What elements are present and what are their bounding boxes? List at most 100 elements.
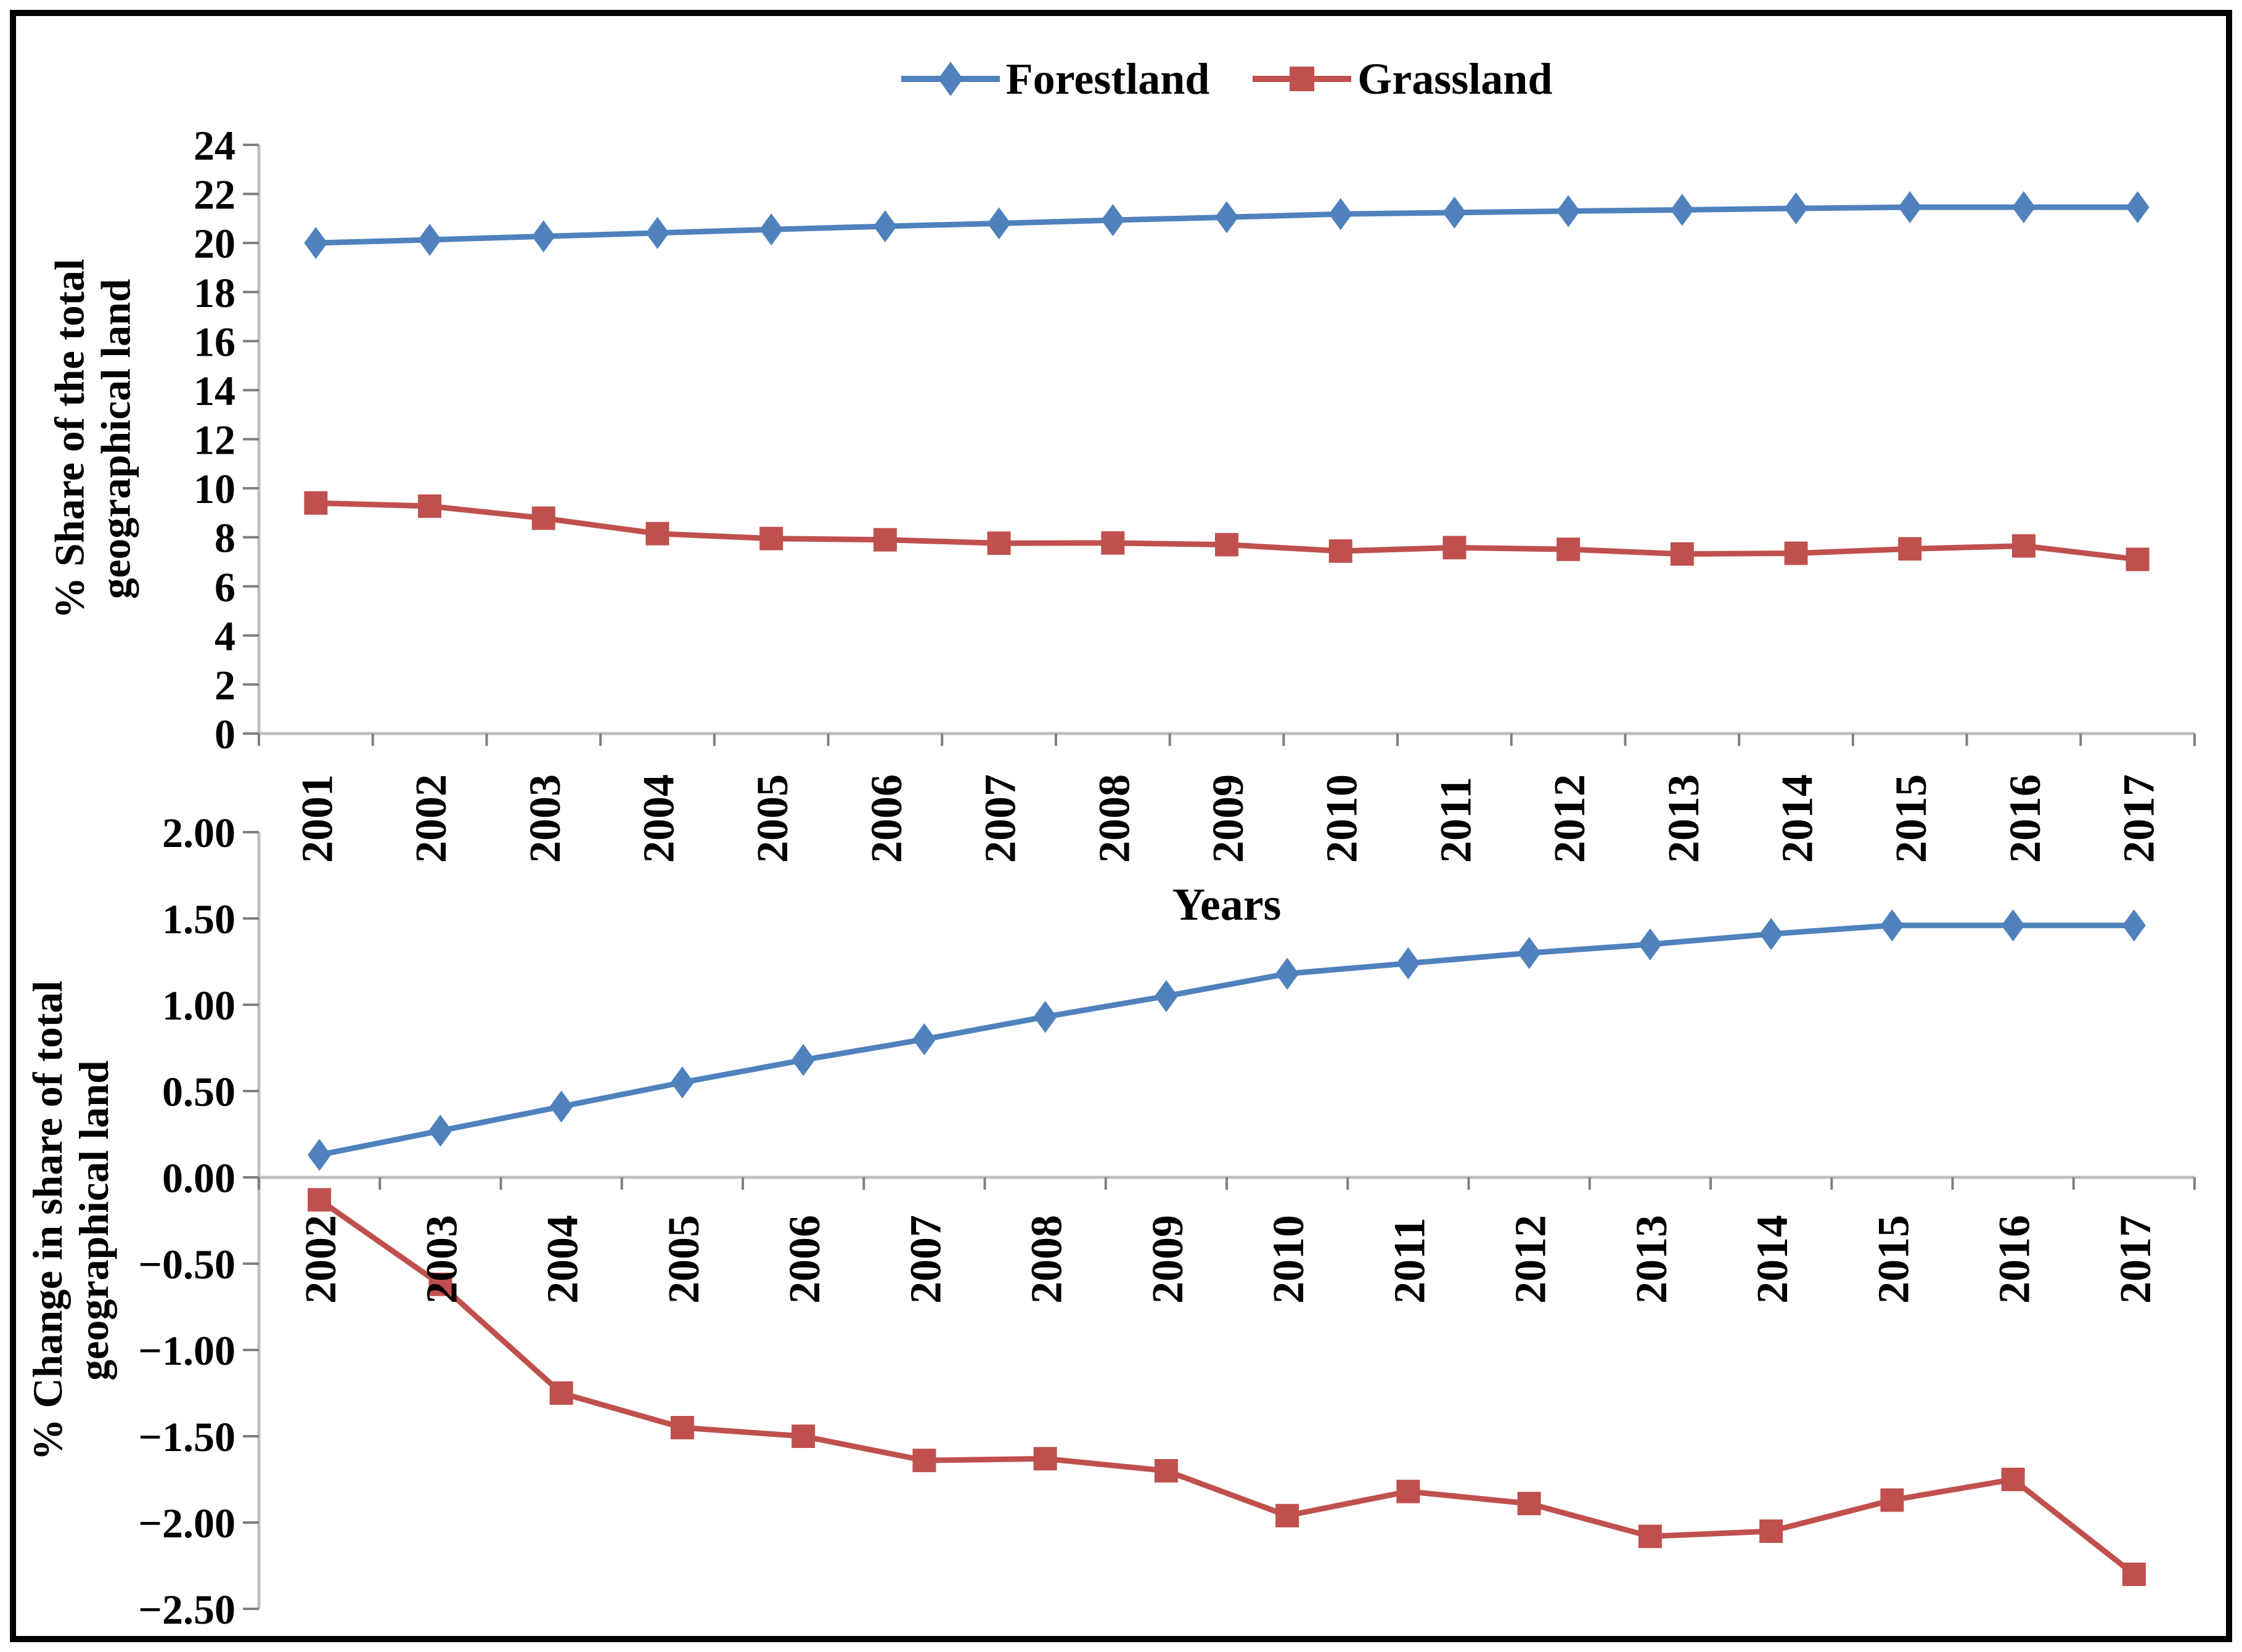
top-year-label: 2001	[292, 774, 342, 863]
grassland-marker	[645, 521, 669, 546]
grassland-marker	[549, 1381, 573, 1405]
bottom-year-label: 2016	[1990, 1215, 2039, 1304]
top-y-tick-label: 4	[215, 613, 235, 660]
grassland-marker	[1442, 536, 1467, 560]
forestland-marker	[418, 223, 442, 256]
top-year-label: 2011	[1431, 777, 1480, 863]
top-y-tick-label: 22	[194, 171, 235, 218]
top-chart-y-axis-title: % Share of the total geographical land	[46, 145, 139, 734]
forestland-marker	[987, 207, 1011, 240]
top-y-tick-label: 10	[194, 465, 235, 512]
bottom-chart-y-axis-title: % Change in share of total geographical …	[24, 832, 117, 1609]
top-y-title-line2: geographical land	[92, 279, 139, 599]
forestland-marker	[912, 1023, 936, 1055]
forestland-diamond-icon	[938, 62, 963, 96]
top-year-label: 2009	[1203, 774, 1253, 863]
forestland-marker	[670, 1066, 694, 1098]
forestland-marker	[1215, 201, 1238, 234]
forestland-marker	[1442, 196, 1467, 229]
bottom-year-label: 2017	[2111, 1215, 2160, 1304]
grassland-marker	[2125, 547, 2150, 571]
top-y-tick-label: 24	[194, 122, 235, 169]
forestland-marker	[304, 227, 328, 260]
bottom-year-label: 2009	[1143, 1215, 1192, 1304]
figure-border	[10, 10, 2232, 1642]
grassland-marker	[1784, 541, 1808, 565]
grassland-marker	[308, 1188, 332, 1212]
forestland-marker	[2001, 909, 2025, 942]
forestland-marker	[1670, 194, 1694, 226]
bottom-year-label: 2006	[780, 1215, 829, 1304]
top-y-tick-label: 0	[215, 711, 235, 758]
x-axis-title: Years	[1172, 880, 1282, 930]
grassland-marker	[873, 528, 897, 552]
top-year-label: 2013	[1659, 774, 1708, 863]
grassland-marker	[531, 506, 555, 530]
grassland-marker	[418, 494, 442, 518]
bottom-year-label: 2013	[1627, 1215, 1676, 1304]
grassland-legend-swatch	[1253, 67, 1352, 91]
grassland-marker	[912, 1449, 936, 1473]
grassland-marker	[1880, 1488, 1904, 1512]
top-y-title-line1: % Share of the total	[46, 258, 93, 620]
top-year-label: 2005	[748, 774, 797, 863]
bottom-year-label: 2005	[659, 1215, 708, 1304]
top-year-label: 2015	[1886, 774, 1936, 863]
top-y-tick-label: 8	[215, 515, 235, 562]
legend-label-forestland: Forestland	[1005, 54, 1210, 104]
grassland-marker	[792, 1425, 816, 1448]
grassland-marker	[1638, 1524, 1662, 1548]
forestland-marker	[1396, 947, 1420, 979]
top-year-label: 2017	[2114, 774, 2164, 863]
forestland-marker	[2125, 191, 2150, 224]
forestland-marker	[1784, 192, 1808, 225]
forestland-marker	[2122, 909, 2146, 942]
bottom-y-tick-label: 0.00	[162, 1155, 235, 1201]
grassland-marker	[304, 491, 328, 515]
top-year-label: 2006	[862, 774, 911, 863]
grassland-marker	[2001, 1468, 2025, 1491]
forestland-marker	[1328, 198, 1352, 231]
grassland-marker	[1898, 537, 1922, 561]
bottom-year-label: 2007	[901, 1215, 950, 1304]
bottom-year-label: 2004	[538, 1215, 587, 1304]
top-y-tick-label: 6	[215, 563, 235, 610]
grassland-marker	[759, 526, 783, 550]
grassland-marker	[1328, 539, 1352, 563]
bottom-y-tick-label: 0.50	[162, 1068, 235, 1115]
top-y-tick-label: 16	[194, 318, 235, 365]
grassland-marker	[1759, 1519, 1783, 1543]
top-year-label: 2014	[1773, 774, 1822, 863]
top-year-label: 2010	[1317, 774, 1367, 863]
grassland-marker	[1101, 531, 1125, 555]
bottom-y-tick-label: −2.00	[138, 1500, 235, 1547]
forestland-marker	[1517, 937, 1541, 969]
bottom-year-label: 2008	[1022, 1215, 1071, 1304]
top-year-label: 2008	[1089, 774, 1139, 863]
grassland-marker	[1275, 1503, 1299, 1527]
bottom-y-title-line2: geographical land	[70, 1060, 117, 1381]
legend-item-forestland: Forestland	[901, 54, 1210, 105]
grassland-marker	[1517, 1492, 1541, 1516]
bottom-y-tick-label: 1.50	[162, 896, 235, 943]
top-year-label: 2004	[634, 774, 683, 863]
grassland-marker	[987, 531, 1011, 555]
bottom-year-label: 2012	[1506, 1215, 1555, 1304]
forestland-marker	[1638, 928, 1662, 960]
top-y-tick-label: 20	[194, 220, 235, 267]
bottom-year-label: 2002	[296, 1215, 345, 1304]
top-y-tick-label: 18	[194, 269, 235, 316]
forestland-line-bottom	[319, 922, 2134, 1158]
bottom-y-tick-label: 2.00	[162, 809, 235, 856]
forestland-marker	[549, 1090, 573, 1123]
bottom-y-title-line1: % Change in share of total	[24, 980, 71, 1461]
forestland-marker	[792, 1044, 816, 1076]
grassland-square-icon	[1290, 67, 1315, 91]
bottom-y-tick-label: 1.00	[162, 982, 235, 1029]
forestland-marker	[428, 1114, 452, 1147]
grassland-marker	[1557, 538, 1581, 562]
top-year-label: 2012	[1545, 774, 1594, 863]
bottom-y-tick-label: −2.50	[138, 1586, 235, 1633]
grassland-marker	[670, 1416, 694, 1439]
